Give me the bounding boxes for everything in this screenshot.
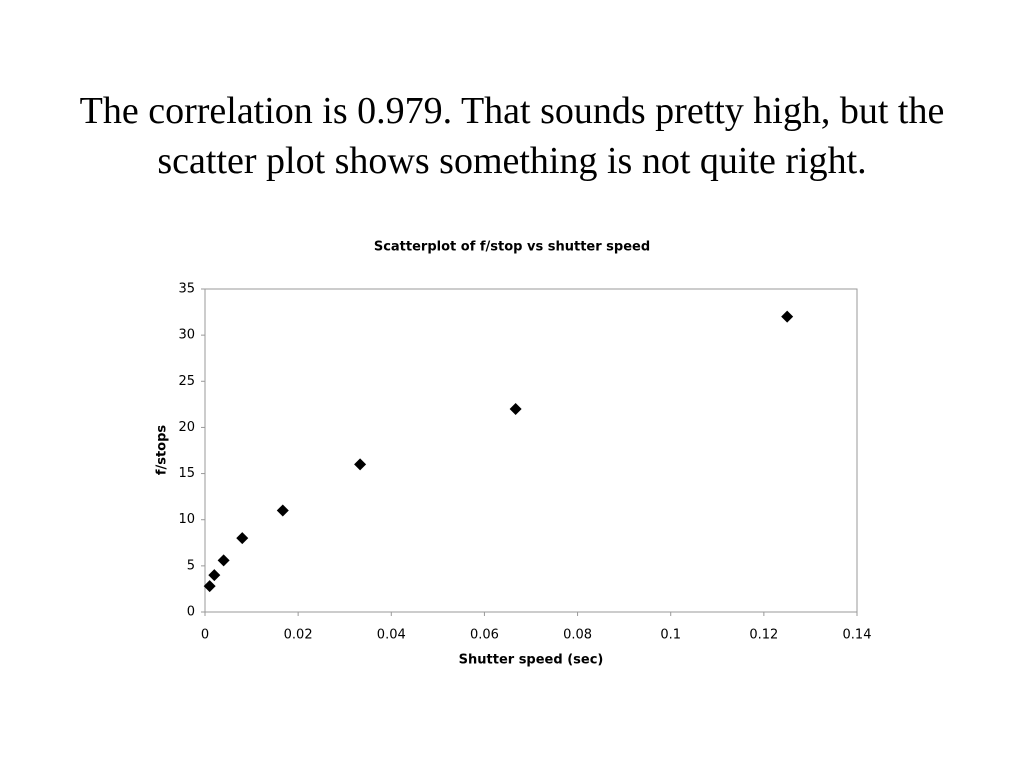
x-tick-label: 0.04 (377, 628, 406, 643)
x-tick-label: 0.14 (843, 628, 872, 643)
x-tick-label: 0.08 (563, 628, 592, 643)
data-point (208, 569, 221, 582)
y-tick-label: 0 (187, 605, 195, 620)
x-tick-label: 0.06 (470, 628, 499, 643)
chart-title: Scatterplot of f/stop vs shutter speed (374, 240, 650, 255)
y-axis-label: f/stops (155, 425, 170, 476)
x-tick-label: 0.12 (749, 628, 778, 643)
x-tick-label: 0.02 (284, 628, 313, 643)
data-point (354, 458, 367, 471)
x-axis-label: Shutter speed (sec) (459, 653, 604, 668)
data-point (203, 580, 216, 593)
y-tick-label: 30 (178, 328, 195, 343)
slide-heading: The correlation is 0.979. That sounds pr… (79, 90, 945, 182)
y-tick-label: 10 (178, 512, 195, 527)
y-tick-label: 25 (178, 374, 195, 389)
data-point (781, 310, 794, 323)
data-point (236, 532, 249, 545)
plot-frame (204, 288, 858, 613)
y-tick-label: 5 (187, 558, 195, 573)
y-tick-label: 20 (178, 420, 195, 435)
data-point (276, 504, 289, 517)
y-tick-label: 35 (178, 282, 195, 297)
data-point (509, 402, 522, 415)
data-point (217, 554, 230, 567)
x-tick-label: 0.1 (660, 628, 681, 643)
y-tick-label: 15 (178, 466, 195, 481)
x-tick-label: 0 (201, 628, 209, 643)
